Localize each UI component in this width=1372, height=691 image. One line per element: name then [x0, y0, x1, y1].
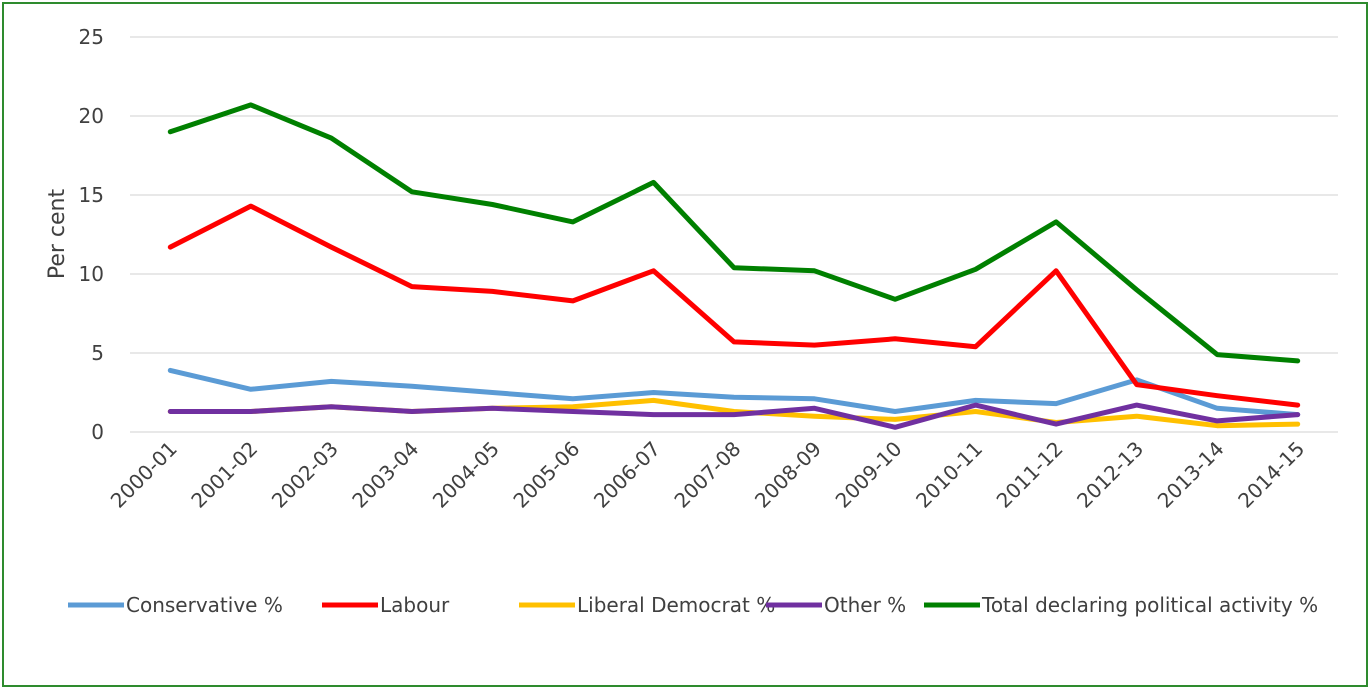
x-tick-label: 2002-03: [267, 437, 343, 513]
legend-label-2: Liberal Democrat %: [577, 593, 775, 617]
legend-label-1: Labour: [380, 593, 450, 617]
y-tick-label: 10: [79, 262, 104, 286]
y-tick-label: 20: [79, 104, 104, 128]
x-tick-label: 2009-10: [831, 437, 907, 513]
x-tick-label: 2004-05: [428, 437, 504, 513]
y-axis-ticks: 0 5 10 15 20 25: [79, 25, 104, 444]
y-tick-label: 15: [79, 183, 104, 207]
y-tick-label: 25: [79, 25, 104, 49]
x-axis-ticks: 2000-01 2001-02 2002-03 2003-04 2004-05 2005-…: [106, 437, 1310, 513]
y-tick-label: 5: [91, 341, 104, 365]
series-lines: [167, 102, 1301, 430]
x-tick-label: 2006-07: [589, 437, 665, 513]
series-line-4: [167, 102, 1301, 364]
x-tick-label: 2000-01: [106, 437, 182, 513]
x-tick-label: 2008-09: [750, 437, 826, 513]
x-tick-label: 2013-14: [1153, 437, 1229, 513]
x-tick-label: 2007-08: [669, 437, 745, 513]
gridlines: [130, 36, 1338, 433]
legend-label-0: Conservative %: [126, 593, 283, 617]
x-tick-label: 2011-12: [992, 437, 1068, 513]
y-tick-label: 0: [91, 420, 104, 444]
series-line-0: [167, 367, 1301, 418]
legend: Conservative % Labour Liberal Democrat % Ot…: [68, 593, 1318, 617]
x-tick-label: 2005-06: [508, 437, 584, 513]
legend-label-4: Total declaring political activity %: [981, 593, 1318, 617]
series-line-1: [167, 203, 1301, 408]
x-tick-label: 2014-15: [1233, 437, 1309, 513]
x-tick-label: 2003-04: [347, 437, 423, 513]
x-tick-label: 2012-13: [1072, 437, 1148, 513]
series-line-3: [167, 402, 1301, 430]
y-axis-label: Per cent: [45, 189, 70, 280]
x-tick-label: 2001-02: [186, 437, 262, 513]
x-tick-label: 2010-11: [911, 437, 987, 513]
legend-label-3: Other %: [824, 593, 906, 617]
